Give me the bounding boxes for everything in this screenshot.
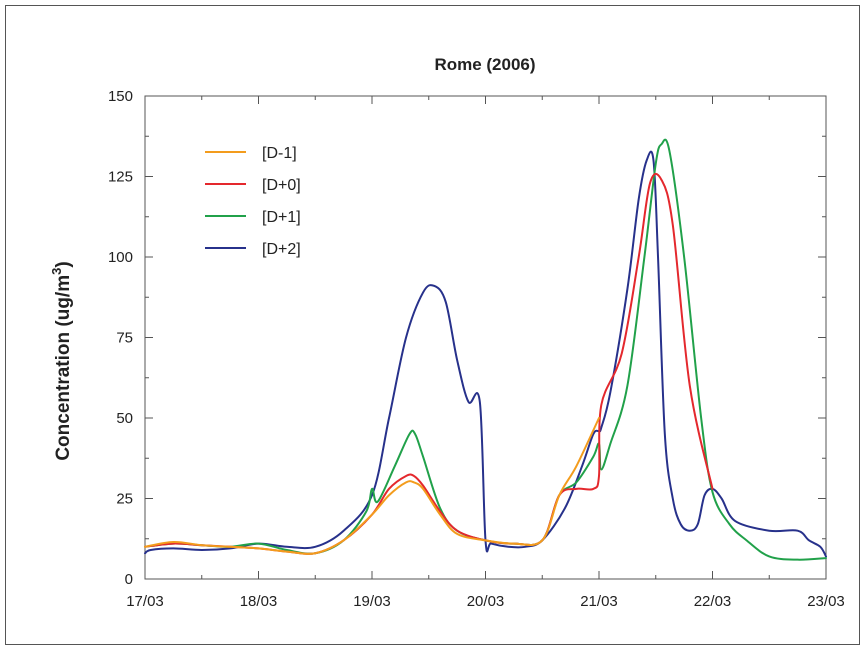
legend-label: [D+0] [262,177,301,194]
x-tick-label: 17/03 [126,593,164,610]
y-tick-label: 50 [116,410,133,427]
legend-label: [D+1] [262,209,301,226]
x-tick-label: 21/03 [580,593,618,610]
y-tick-label: 150 [108,88,133,105]
x-tick-label: 20/03 [467,593,505,610]
x-tick-label: 23/03 [807,593,845,610]
series-line-d-1 [144,417,600,555]
legend-label: [D-1] [262,145,297,162]
legend: [D-1] [D+0] [D+1] [D+2] [205,145,301,258]
y-tick-label: 0 [125,571,133,588]
y-axis-label-sup: 3 [49,268,64,275]
plot-area [144,95,827,580]
y-tick-label: 25 [116,491,133,508]
series-line-d+2 [144,150,827,558]
legend-label: [D+2] [262,241,301,258]
y-tick-label: 100 [108,249,133,266]
series-layer [144,138,827,561]
x-tick-label: 18/03 [240,593,278,610]
y-tick-label: 75 [116,330,133,347]
chart-title: Rome (2006) [434,55,535,74]
y-tick-label: 125 [108,169,133,186]
axis-ticks: 0 25 50 75 100 125 150 17/03 18/03 19/03 20/03 21/0… [108,88,845,610]
x-tick-label: 19/03 [353,593,391,610]
y-axis-label: Concentration (ug/m3) [49,261,74,460]
x-tick-label: 22/03 [694,593,732,610]
y-axis-label-end: ) [53,261,74,267]
y-axis-label-main: Concentration (ug/m [53,275,74,461]
series-line-d+1 [144,138,827,561]
